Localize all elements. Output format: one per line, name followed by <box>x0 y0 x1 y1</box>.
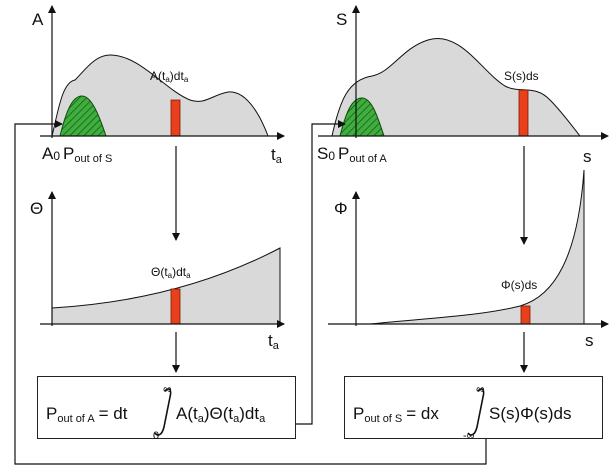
red-bar <box>170 99 181 137</box>
panel-right-mid: Φ s Φ(s)ds <box>328 169 609 350</box>
panel-right-top: S s S(s)ds S0 Pout of A <box>317 5 609 166</box>
integral-sign <box>467 388 485 436</box>
svg-text:0: 0 <box>153 430 159 440</box>
svg-text:-∞: -∞ <box>463 430 475 440</box>
a-curve-area <box>51 54 269 137</box>
formula-box-left: Pout of A = dt ∞ 0 A(ta)Θ(ta)dta <box>37 376 296 442</box>
red-bar <box>518 89 529 137</box>
formula-right-render: Pout of S = dx ∞ -∞ S(s)Φ(s)ds <box>353 382 572 442</box>
x-axis-label: ta <box>268 331 280 352</box>
curve-label: Θ(ta)dta <box>151 265 191 280</box>
red-bar <box>520 305 531 325</box>
green-overlap-area <box>59 95 107 137</box>
red-bar <box>170 288 181 325</box>
theta-curve-area <box>51 247 281 325</box>
feedback-connector-a <box>296 120 346 425</box>
green-overlap-area <box>339 97 385 137</box>
y-axis-label: Φ <box>334 199 348 218</box>
svg-text:Pout of A= dt: Pout of A = dt <box>46 404 128 425</box>
curve-label: S(s)ds <box>504 69 539 83</box>
svg-text:A(ta)Θ(ta)dta: A(ta)Θ(ta)dta <box>176 404 266 425</box>
svg-text:S(s)Φ(s)ds: S(s)Φ(s)ds <box>489 404 572 423</box>
y-axis-label: A <box>32 10 44 29</box>
s-curve-area <box>331 38 582 137</box>
curve-label: Φ(s)ds <box>501 278 537 292</box>
curve-label: A(ta)dta <box>150 69 189 84</box>
y-axis-label: S <box>336 10 347 29</box>
feedback-connector-s <box>14 120 487 465</box>
y-axis-label: Θ <box>30 199 43 218</box>
origin-label: A0 Pout of S <box>42 144 112 165</box>
svg-text:Pout of S= dx: Pout of S = dx <box>353 404 439 425</box>
origin-label: S0 Pout of A <box>317 144 387 165</box>
integral-sign <box>154 388 172 436</box>
phi-curve-area <box>369 169 585 325</box>
panel-left-mid: Θ ta Θ(ta)dta <box>30 191 285 352</box>
x-axis-label: s <box>583 147 592 166</box>
formula-box-right: Pout of S = dx ∞ -∞ S(s)Φ(s)ds <box>344 376 603 442</box>
x-axis-label: ta <box>271 145 283 166</box>
panel-left-top: A ta A(ta)dta A0 Pout of S <box>32 5 285 166</box>
x-axis-label: s <box>585 331 594 350</box>
formula-left-render: Pout of A = dt ∞ 0 A(ta)Θ(ta)dta <box>46 382 266 442</box>
